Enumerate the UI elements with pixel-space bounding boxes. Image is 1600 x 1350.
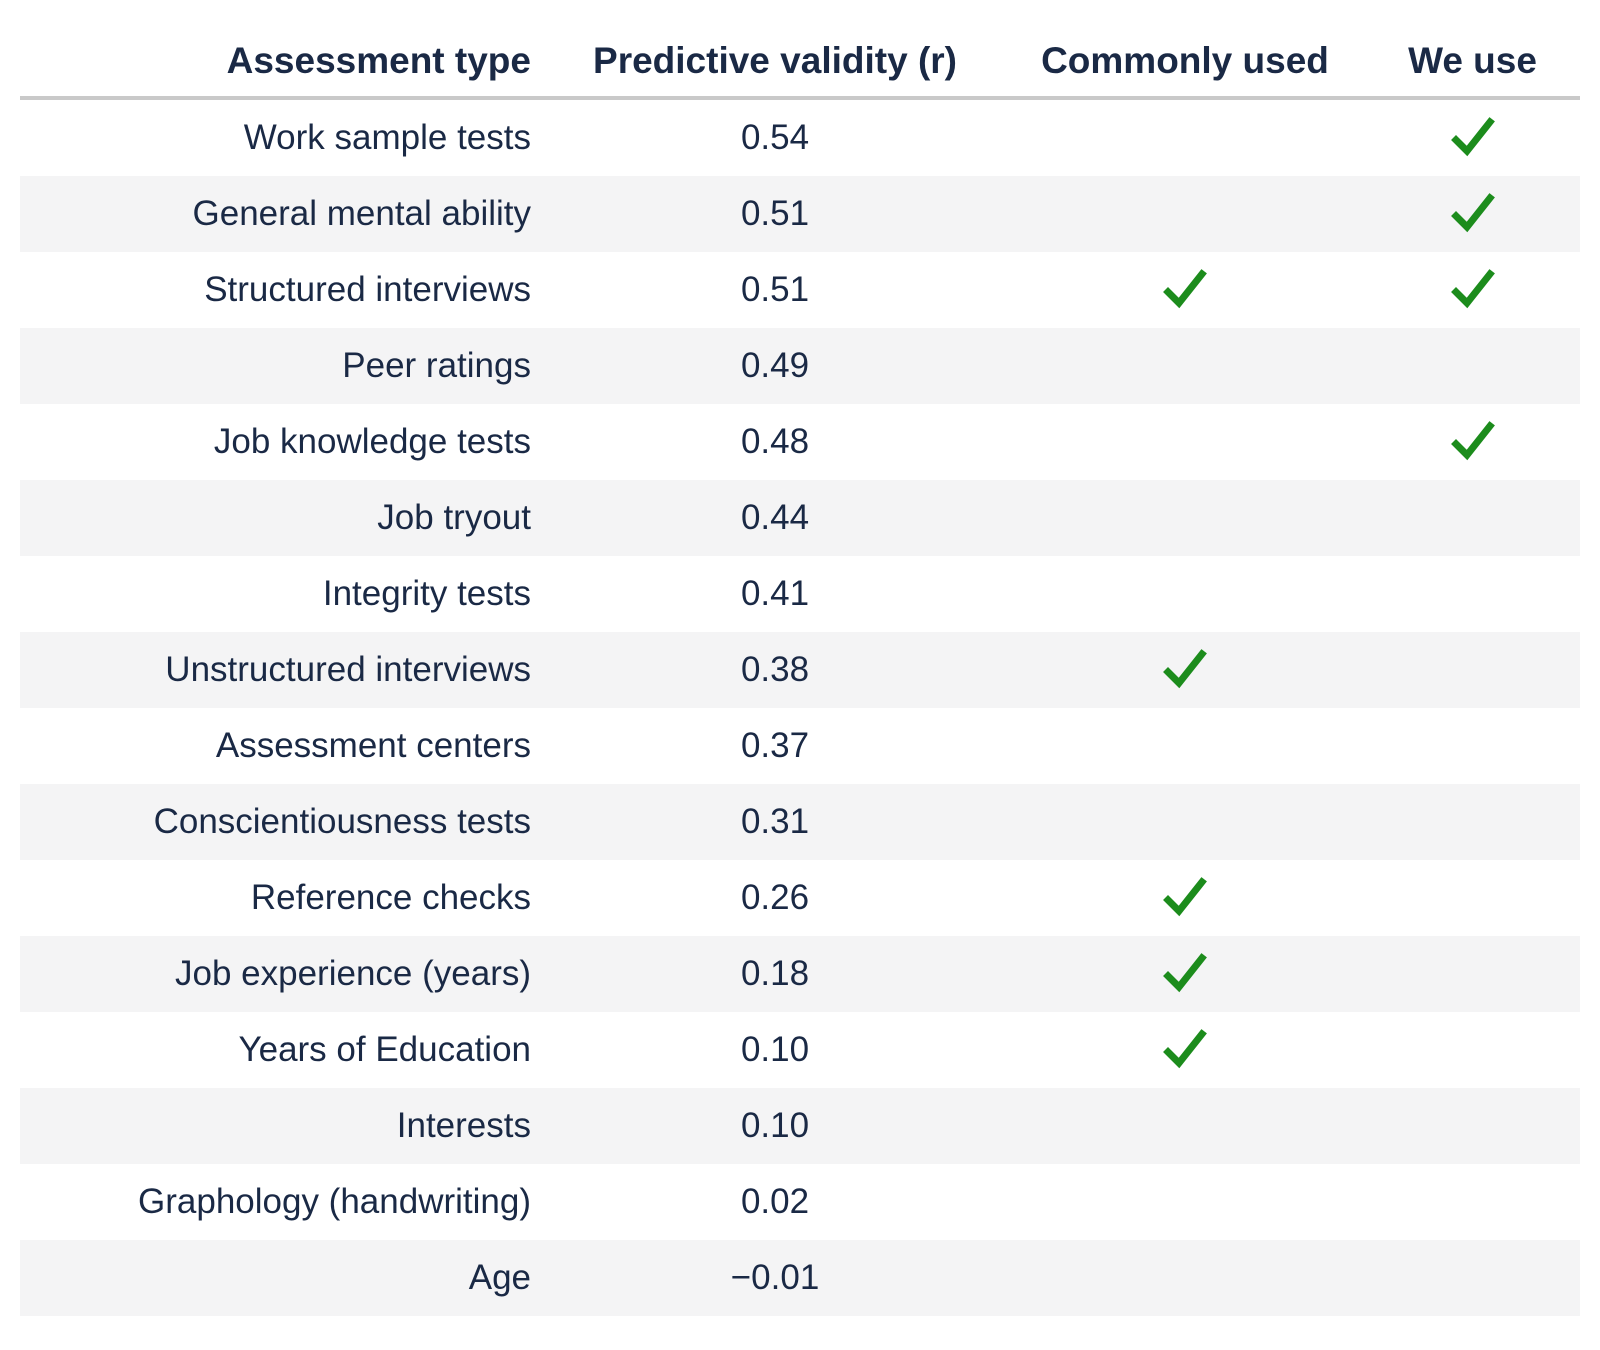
assessment-type-cell: Peer ratings (342, 346, 531, 385)
table-row: Job knowledge tests 0.48 (20, 404, 1580, 480)
table-row: Peer ratings 0.49 (20, 328, 1580, 404)
validity-cell: 0.51 (740, 270, 810, 309)
column-header-predictive-validity: Predictive validity (r) (593, 40, 957, 81)
we-use-cell (1365, 860, 1580, 936)
validity-cell: 0.49 (740, 346, 810, 385)
commonly-used-cell (1005, 1088, 1365, 1164)
validity-cell: 0.26 (740, 878, 810, 917)
validity-cell: 0.41 (740, 574, 810, 613)
we-use-cell (1365, 632, 1580, 708)
assessment-type-cell: Job experience (years) (175, 954, 531, 993)
column-header-assessment-type: Assessment type (226, 40, 531, 81)
commonly-used-cell (1005, 1012, 1365, 1088)
assessment-type-cell: General mental ability (192, 194, 532, 233)
table-row: Graphology (handwriting) 0.02 (20, 1164, 1580, 1240)
assessment-validity-table: Assessment type Predictive validity (r) … (20, 0, 1580, 1316)
validity-cell: 0.10 (740, 1030, 810, 1069)
check-icon (1450, 117, 1495, 159)
table-row: General mental ability 0.51 (20, 176, 1580, 252)
check-icon (1163, 1029, 1207, 1071)
validity-cell: 0.37 (740, 726, 810, 765)
commonly-used-cell (1005, 176, 1365, 252)
validity-cell: 0.38 (740, 650, 810, 689)
commonly-used-cell (1005, 936, 1365, 1012)
commonly-used-cell (1005, 98, 1365, 176)
check-icon (1163, 953, 1207, 995)
assessment-type-cell: Assessment centers (215, 726, 531, 765)
commonly-used-cell (1005, 1240, 1365, 1316)
assessment-type-cell: Age (468, 1258, 531, 1297)
table-row: Assessment centers 0.37 (20, 708, 1580, 784)
assessment-type-cell: Graphology (handwriting) (138, 1182, 531, 1221)
table-row: Job experience (years) 0.18 (20, 936, 1580, 1012)
check-icon (1450, 193, 1495, 235)
validity-cell: −0.01 (730, 1258, 820, 1297)
we-use-cell (1365, 98, 1580, 176)
table-header: Assessment type Predictive validity (r) … (20, 0, 1580, 98)
commonly-used-cell (1005, 632, 1365, 708)
we-use-cell (1365, 404, 1580, 480)
we-use-cell (1365, 328, 1580, 404)
we-use-cell (1365, 480, 1580, 556)
assessment-type-cell: Structured interviews (204, 270, 531, 309)
table-row: Conscientiousness tests 0.31 (20, 784, 1580, 860)
we-use-cell (1365, 176, 1580, 252)
table-row: Reference checks 0.26 (20, 860, 1580, 936)
we-use-cell (1365, 252, 1580, 328)
table-row: Unstructured interviews 0.38 (20, 632, 1580, 708)
assessment-type-cell: Interests (396, 1106, 531, 1145)
validity-cell: 0.10 (740, 1106, 810, 1145)
table-row: Years of Education 0.10 (20, 1012, 1580, 1088)
validity-cell: 0.02 (740, 1182, 810, 1221)
table-body: Work sample tests 0.54 General mental abil… (20, 98, 1580, 1316)
commonly-used-cell (1005, 328, 1365, 404)
check-icon (1163, 877, 1207, 919)
we-use-cell (1365, 1164, 1580, 1240)
we-use-cell (1365, 708, 1580, 784)
table-row: Integrity tests 0.41 (20, 556, 1580, 632)
assessment-type-cell: Unstructured interviews (165, 650, 531, 689)
commonly-used-cell (1005, 556, 1365, 632)
commonly-used-cell (1005, 860, 1365, 936)
assessment-type-cell: Reference checks (250, 878, 531, 917)
validity-cell: 0.48 (740, 422, 810, 461)
we-use-cell (1365, 1240, 1580, 1316)
table-row: Work sample tests 0.54 (20, 98, 1580, 176)
header-row: Assessment type Predictive validity (r) … (20, 0, 1580, 98)
assessment-type-cell: Job tryout (377, 498, 531, 537)
assessment-type-cell: Conscientiousness tests (153, 802, 531, 841)
table-row: Job tryout 0.44 (20, 480, 1580, 556)
check-icon (1163, 649, 1207, 691)
commonly-used-cell (1005, 404, 1365, 480)
column-header-commonly-used: Commonly used (1041, 40, 1329, 81)
commonly-used-cell (1005, 252, 1365, 328)
validity-cell: 0.31 (740, 802, 810, 841)
table-row: Structured interviews 0.51 (20, 252, 1580, 328)
commonly-used-cell (1005, 1164, 1365, 1240)
commonly-used-cell (1005, 708, 1365, 784)
commonly-used-cell (1005, 784, 1365, 860)
table-row: Interests 0.10 (20, 1088, 1580, 1164)
we-use-cell (1365, 784, 1580, 860)
table-row: Age −0.01 (20, 1240, 1580, 1316)
check-icon (1450, 269, 1495, 311)
validity-cell: 0.44 (740, 498, 810, 537)
we-use-cell (1365, 936, 1580, 1012)
commonly-used-cell (1005, 480, 1365, 556)
assessment-type-cell: Integrity tests (322, 574, 531, 613)
we-use-cell (1365, 1088, 1580, 1164)
we-use-cell (1365, 556, 1580, 632)
check-icon (1163, 269, 1207, 311)
assessment-type-cell: Work sample tests (243, 118, 531, 157)
check-icon (1450, 421, 1495, 463)
column-header-we-use: We use (1408, 40, 1537, 81)
assessment-type-cell: Years of Education (238, 1030, 531, 1069)
validity-cell: 0.54 (740, 118, 810, 157)
validity-cell: 0.18 (740, 954, 810, 993)
we-use-cell (1365, 1012, 1580, 1088)
validity-cell: 0.51 (740, 194, 810, 233)
assessment-type-cell: Job knowledge tests (213, 422, 531, 461)
